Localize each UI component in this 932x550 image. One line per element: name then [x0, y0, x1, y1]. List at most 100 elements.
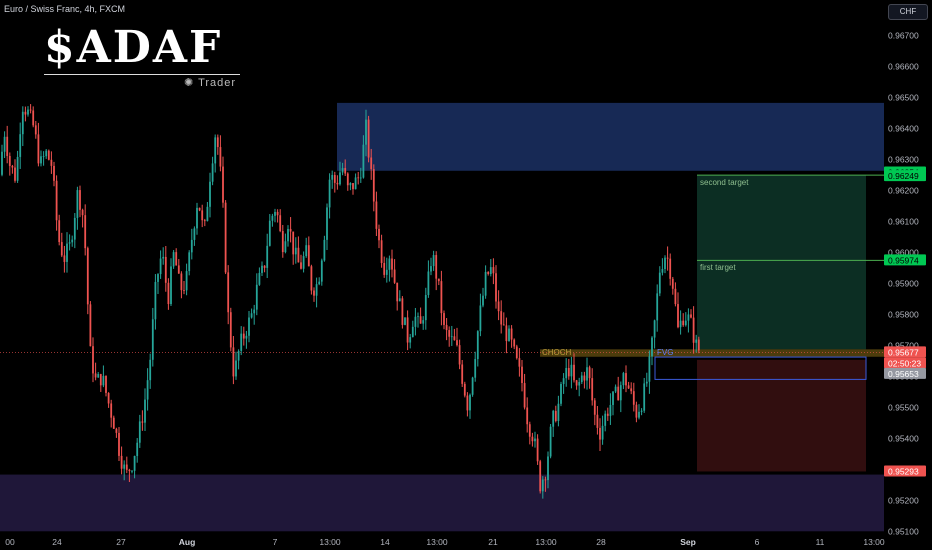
candle: [318, 277, 321, 286]
candle-body: [692, 317, 695, 343]
candle-body: [313, 290, 315, 296]
candle-body: [518, 358, 521, 367]
candle: [609, 393, 612, 425]
y-tick-label: 0.96100: [888, 216, 919, 226]
candle: [632, 382, 635, 412]
candle-body: [536, 438, 539, 462]
candle-body: [89, 304, 92, 347]
candle-body: [14, 167, 16, 181]
candle: [552, 409, 555, 437]
candle-body: [510, 328, 513, 340]
candle: [151, 307, 154, 367]
candle: [372, 164, 375, 212]
x-tick-label: Sep: [680, 537, 696, 547]
candle: [271, 213, 274, 227]
candle: [453, 328, 456, 341]
candle-body: [440, 281, 443, 314]
candle: [505, 317, 508, 354]
candle-body: [1, 151, 3, 175]
brand-logo: $ADAF ✺ Trader: [44, 26, 240, 89]
candle: [658, 266, 661, 297]
candle-body: [128, 469, 131, 472]
y-tick-label: 0.95700: [888, 340, 919, 350]
candle-body: [690, 314, 692, 318]
candle-body: [474, 359, 477, 378]
candle-body: [60, 242, 63, 256]
fvg-label: FVG: [657, 348, 673, 357]
candle-body: [175, 252, 178, 266]
candle: [541, 476, 544, 499]
candle: [50, 151, 53, 174]
candle-body: [580, 375, 583, 383]
price-label: 0.95293: [884, 465, 926, 477]
candle-body: [677, 304, 679, 328]
candle-body: [414, 316, 417, 327]
candle: [606, 407, 609, 421]
candle-body: [500, 311, 503, 325]
candle: [235, 351, 237, 380]
candle-body: [261, 265, 263, 273]
candle-body: [588, 367, 591, 379]
candle: [86, 246, 89, 315]
candle-body: [105, 375, 107, 393]
candle-body: [372, 169, 375, 202]
candle-body: [276, 211, 279, 216]
candle: [141, 410, 144, 431]
candle-body: [411, 326, 414, 338]
candle-body: [632, 391, 635, 405]
candle: [154, 274, 157, 330]
candle: [331, 170, 334, 189]
candle-body: [232, 347, 235, 377]
candle-body: [159, 258, 162, 275]
candle: [383, 256, 386, 278]
candle-body: [294, 247, 297, 255]
price-label-text: 0.95974: [888, 255, 919, 265]
candle-body: [552, 410, 555, 427]
candle-body: [367, 119, 370, 158]
candle: [274, 208, 276, 223]
candle: [440, 270, 443, 326]
candle: [359, 167, 362, 183]
candle: [157, 273, 159, 294]
candle-body: [562, 378, 565, 384]
candle-body: [203, 220, 206, 222]
candle: [643, 377, 646, 413]
candle: [411, 320, 414, 338]
candle: [508, 325, 510, 342]
x-tick-label: 24: [52, 537, 62, 547]
candle: [125, 456, 128, 474]
candle-body: [183, 290, 185, 291]
y-tick-label: 0.95500: [888, 402, 919, 412]
candle-body: [339, 172, 341, 185]
candle: [378, 224, 380, 249]
candle: [495, 265, 497, 309]
candle-body: [97, 374, 100, 378]
candle-body: [674, 288, 677, 305]
candle-body: [539, 461, 542, 492]
candle: [575, 379, 578, 390]
currency-button[interactable]: CHF: [888, 4, 928, 20]
candle-body: [679, 320, 682, 328]
candle-body: [279, 215, 282, 232]
candle: [19, 122, 22, 169]
candle: [664, 255, 666, 274]
candle-body: [209, 181, 211, 207]
candle: [671, 276, 674, 295]
candle: [510, 325, 513, 348]
candle: [682, 313, 685, 327]
candle-body: [492, 267, 495, 274]
candle: [328, 173, 331, 219]
candle: [482, 287, 484, 308]
candle-body: [224, 202, 227, 273]
candle-body: [206, 206, 209, 222]
candle: [601, 415, 604, 445]
candle: [167, 278, 170, 310]
candle: [333, 171, 336, 193]
candle: [76, 186, 79, 230]
candle: [365, 109, 367, 157]
candle: [123, 460, 126, 481]
candle-body: [341, 168, 344, 173]
candle-body: [84, 215, 87, 249]
candle-body: [94, 373, 97, 378]
